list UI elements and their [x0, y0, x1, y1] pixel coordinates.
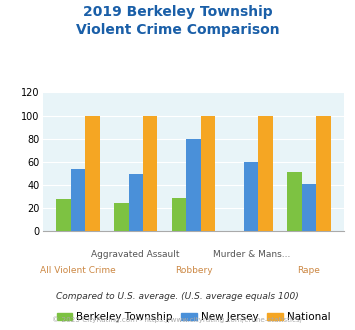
Text: All Violent Crime: All Violent Crime	[40, 266, 116, 275]
Text: Compared to U.S. average. (U.S. average equals 100): Compared to U.S. average. (U.S. average …	[56, 292, 299, 301]
Bar	[287, 172, 302, 231]
Text: Aggravated Assault: Aggravated Assault	[92, 250, 180, 259]
Bar	[56, 199, 71, 231]
Text: Rape: Rape	[297, 266, 321, 275]
Bar	[85, 115, 100, 231]
Bar	[172, 197, 186, 231]
Legend: Berkeley Township, New Jersey, National: Berkeley Township, New Jersey, National	[53, 308, 334, 327]
Bar	[186, 139, 201, 231]
Text: Murder & Mans...: Murder & Mans...	[213, 250, 290, 259]
Bar	[201, 115, 215, 231]
Bar	[316, 115, 331, 231]
Text: © 2025 CityRating.com - https://www.cityrating.com/crime-statistics/: © 2025 CityRating.com - https://www.city…	[53, 317, 302, 323]
Bar	[71, 169, 85, 231]
Bar	[114, 203, 129, 231]
Bar	[302, 183, 316, 231]
Text: Robbery: Robbery	[175, 266, 212, 275]
Bar	[258, 115, 273, 231]
Bar	[244, 162, 258, 231]
Bar	[129, 174, 143, 231]
Bar	[143, 115, 157, 231]
Text: 2019 Berkeley Township
Violent Crime Comparison: 2019 Berkeley Township Violent Crime Com…	[76, 5, 279, 37]
